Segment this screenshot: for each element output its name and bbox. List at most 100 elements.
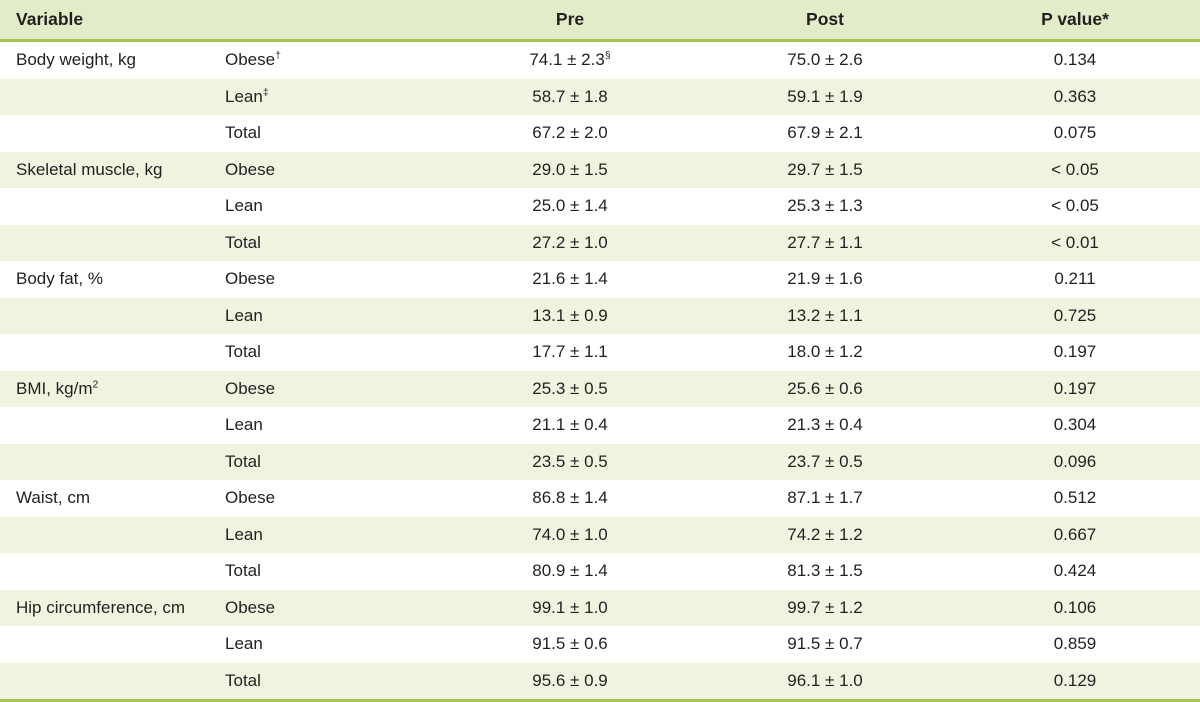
cell-post-value: 25.6 ± 0.6 xyxy=(787,378,863,398)
column-header-group xyxy=(225,0,440,42)
table-row: Hip circumference, cm Obese 99.1 ± 1.0 99.7… xyxy=(0,589,1200,626)
cell-variable xyxy=(0,662,225,702)
footnote-marker: § xyxy=(604,49,611,62)
cell-pre-value: 25.0 ± 1.4 xyxy=(532,196,608,216)
table-row: Total 80.9 ± 1.4 81.3 ± 1.5 0.424 xyxy=(0,553,1200,590)
cell-post-value: 99.7 ± 1.2 xyxy=(787,597,863,617)
cell-post-value: 21.9 ± 1.6 xyxy=(787,269,863,289)
cell-variable xyxy=(0,407,225,444)
cell-variable xyxy=(0,334,225,371)
cell-pre-value: 95.6 ± 0.9 xyxy=(440,662,700,702)
column-header-pre: Pre xyxy=(440,0,700,42)
table-row: Waist, cm Obese 86.8 ± 1.4 87.1 ± 1.7 0.512 xyxy=(0,480,1200,517)
cell-post-value: 87.1 ± 1.7 xyxy=(787,488,863,508)
cell-p-value: < 0.05 xyxy=(1051,196,1099,216)
cell-variable: BMI, kg/m2 xyxy=(16,378,99,398)
cell-p-value: 0.424 xyxy=(1053,561,1097,581)
table-body: Body weight, kg Obese† 74.1 ± 2.3§ 75.0 ± 2… xyxy=(0,40,1200,702)
cell-post-value: 25.3 ± 1.3 xyxy=(787,196,863,216)
table-row: Total 67.2 ± 2.0 67.9 ± 2.1 0.075 xyxy=(0,115,1200,152)
cell-group: Lean xyxy=(225,524,263,544)
cell-pre-value: 99.1 ± 1.0 xyxy=(532,597,608,617)
table-row: Lean‡ 58.7 ± 1.8 59.1 ± 1.9 0.363 xyxy=(0,78,1200,115)
table-row: Total 27.2 ± 1.0 27.7 ± 1.1 < 0.01 xyxy=(0,224,1200,262)
table-row: Lean 25.0 ± 1.4 25.3 ± 1.3 < 0.05 xyxy=(0,188,1200,225)
column-header-post: Post xyxy=(700,0,950,42)
cell-variable xyxy=(0,626,225,663)
cell-group: Lean‡ xyxy=(225,86,269,106)
header-row: Variable Pre Post P value* xyxy=(0,0,1200,42)
cell-pre-value: 67.2 ± 2.0 xyxy=(532,123,608,143)
cell-p-value: 0.106 xyxy=(1053,597,1097,617)
table-row: Lean 74.0 ± 1.0 74.2 ± 1.2 0.667 xyxy=(0,516,1200,554)
cell-pre-value: 74.1 ± 2.3§ xyxy=(529,49,611,70)
cell-p-value: 0.363 xyxy=(1053,86,1097,106)
cell-pre-value: 13.1 ± 0.9 xyxy=(532,305,608,325)
table-row: Body weight, kg Obese† 74.1 ± 2.3§ 75.0 ± 2… xyxy=(0,40,1200,79)
cell-variable: Body fat, % xyxy=(16,269,103,289)
cell-post-value: 74.2 ± 1.2 xyxy=(787,524,863,544)
cell-p-value: 0.211 xyxy=(1054,269,1096,289)
cell-post-value: 27.7 ± 1.1 xyxy=(787,232,863,252)
cell-post-value: 29.7 ± 1.5 xyxy=(787,159,863,179)
cell-p-value: 0.197 xyxy=(1053,342,1097,362)
cell-group: Total xyxy=(225,561,261,581)
cell-p-value: 0.096 xyxy=(1053,451,1097,471)
cell-post-value: 81.3 ± 1.5 xyxy=(787,561,863,581)
cell-group: Total xyxy=(225,662,440,702)
cell-group: Obese xyxy=(225,378,276,398)
table-row: Skeletal muscle, kg Obese 29.0 ± 1.5 29.7 ±… xyxy=(0,151,1200,188)
cell-variable xyxy=(0,517,225,554)
footnote-marker: † xyxy=(275,49,281,62)
cell-group: Obese xyxy=(225,159,276,179)
column-header-p-value: P value* xyxy=(950,0,1200,42)
cell-group: Obese† xyxy=(225,49,281,70)
cell-group: Lean xyxy=(225,634,263,654)
table-row: Lean 91.5 ± 0.6 91.5 ± 0.7 0.859 xyxy=(0,626,1200,663)
cell-variable xyxy=(0,225,225,262)
cell-variable xyxy=(0,553,225,590)
cell-p-value: 0.512 xyxy=(1053,488,1097,508)
cell-group: Lean xyxy=(225,305,263,325)
cell-variable: Body weight, kg xyxy=(16,50,137,70)
cell-variable xyxy=(0,298,225,335)
cell-variable: Waist, cm xyxy=(16,488,90,508)
cell-pre-value: 74.0 ± 1.0 xyxy=(532,524,608,544)
cell-group: Obese xyxy=(225,488,276,508)
cell-post-value: 23.7 ± 0.5 xyxy=(787,451,863,471)
cell-p-value: 0.129 xyxy=(950,662,1200,702)
cell-pre-value: 17.7 ± 1.1 xyxy=(532,342,608,362)
cell-post-value: 91.5 ± 0.7 xyxy=(787,634,863,654)
cell-group: Total xyxy=(225,123,261,143)
cell-p-value: 0.134 xyxy=(1053,50,1097,70)
column-header-variable: Variable xyxy=(0,0,225,42)
cell-pre-value: 29.0 ± 1.5 xyxy=(532,159,608,179)
table-row: Total 95.6 ± 0.9 96.1 ± 1.0 0.129 xyxy=(0,662,1200,702)
cell-p-value: 0.725 xyxy=(1053,305,1097,325)
table-header: Variable Pre Post P value* xyxy=(0,0,1200,42)
table-row: Lean 21.1 ± 0.4 21.3 ± 0.4 0.304 xyxy=(0,407,1200,444)
cell-pre-value: 91.5 ± 0.6 xyxy=(532,634,608,654)
cell-post-value: 96.1 ± 1.0 xyxy=(700,662,950,702)
cell-group: Obese xyxy=(225,597,276,617)
cell-post-value: 21.3 ± 0.4 xyxy=(787,415,863,435)
cell-post-value: 75.0 ± 2.6 xyxy=(787,50,863,70)
cell-pre-value: 23.5 ± 0.5 xyxy=(532,451,608,471)
cell-variable: Hip circumference, cm xyxy=(16,597,186,617)
cell-group: Obese xyxy=(225,269,276,289)
cell-p-value: < 0.01 xyxy=(1051,232,1099,252)
footnote-marker: ‡ xyxy=(262,86,269,99)
cell-pre-value: 58.7 ± 1.8 xyxy=(532,86,608,106)
cell-group: Lean xyxy=(225,196,263,216)
cell-p-value: 0.075 xyxy=(1053,123,1097,143)
cell-pre-value: 21.6 ± 1.4 xyxy=(532,269,608,289)
footnote-marker: 2 xyxy=(92,378,99,391)
cell-post-value: 59.1 ± 1.9 xyxy=(787,86,863,106)
table-row: Total 23.5 ± 0.5 23.7 ± 0.5 0.096 xyxy=(0,443,1200,480)
cell-post-value: 13.2 ± 1.1 xyxy=(787,305,863,325)
cell-pre-value: 86.8 ± 1.4 xyxy=(532,488,608,508)
cell-post-value: 18.0 ± 1.2 xyxy=(787,342,863,362)
cell-p-value: 0.859 xyxy=(1053,634,1097,654)
